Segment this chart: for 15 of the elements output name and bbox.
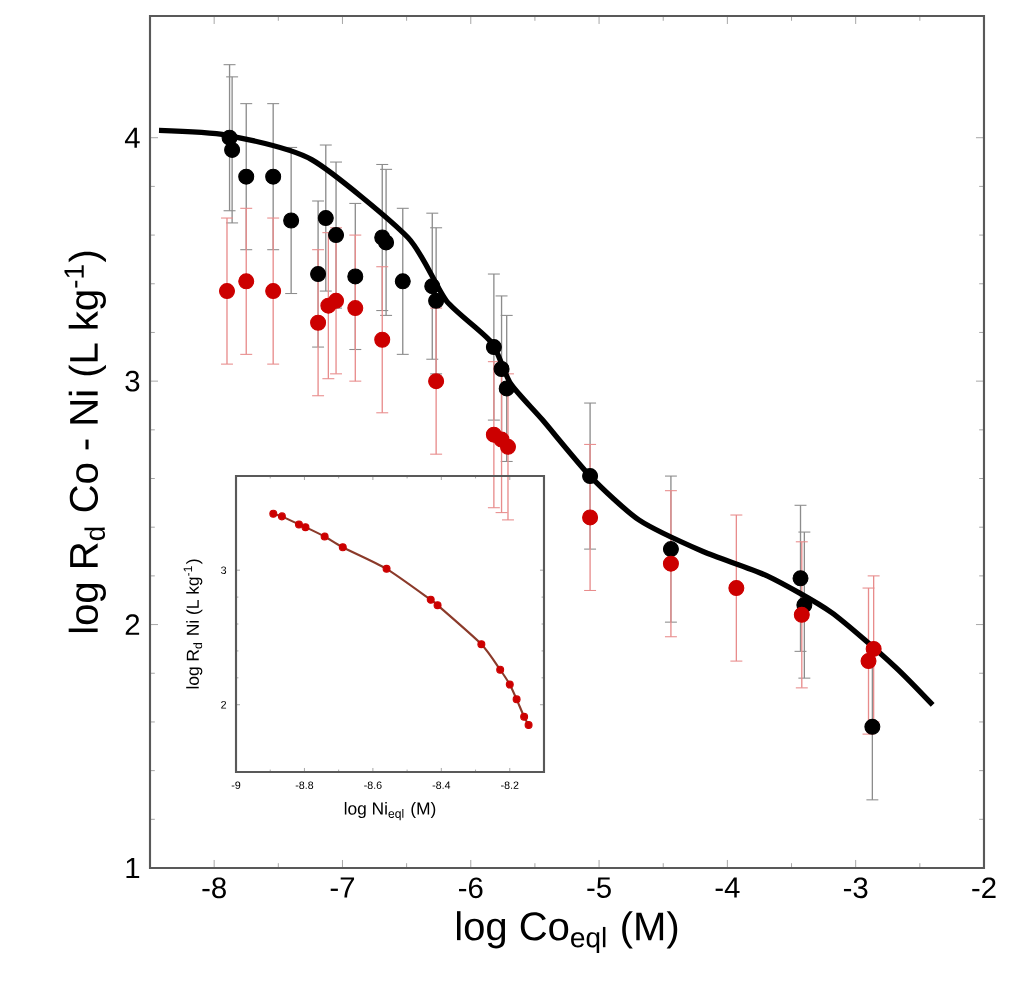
y-tick-label: 1 <box>126 857 140 879</box>
x-tick-label: -6 <box>459 877 483 899</box>
y-tick-label: 3 <box>125 370 140 392</box>
y-tick-label: 4 <box>124 127 140 148</box>
x-tick-label: -7 <box>330 877 355 898</box>
x-tick-label: -5 <box>587 877 611 898</box>
x-tick-label: -4 <box>715 877 740 898</box>
x-tick-label: -3 <box>843 877 868 899</box>
y-tick-label: 2 <box>125 614 140 635</box>
x-tick-label: -8 <box>202 877 226 899</box>
x-axis-title: log Ni$_{eql}$ (M) <box>344 801 436 821</box>
y-axis-title: log R$_{d}$ Co - Ni (L kg$^{-1}$) <box>64 251 106 633</box>
y-axis-title: log R$_{d}$ Ni (L kg$^{-1}$) <box>183 559 203 689</box>
x-tick-label: -2 <box>972 877 996 898</box>
x-axis-title: log Co$_{eql}$ (M) <box>456 911 678 954</box>
